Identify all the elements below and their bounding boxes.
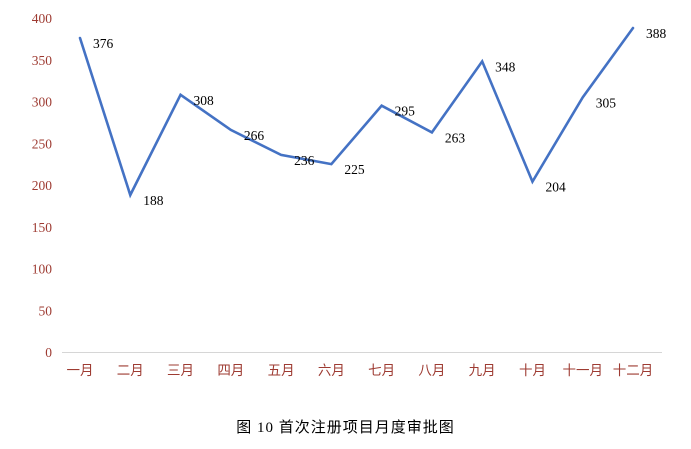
x-axis-category-label: 六月 <box>318 363 345 378</box>
x-axis-category-label: 七月 <box>368 363 395 378</box>
y-axis-tick-label: 50 <box>39 303 53 318</box>
data-point-label: 308 <box>194 93 215 108</box>
data-point-label: 263 <box>445 130 466 145</box>
y-axis-tick-label: 150 <box>32 220 53 235</box>
x-axis-category-label: 二月 <box>117 363 144 378</box>
data-point-label: 225 <box>344 162 365 177</box>
y-axis-tick-label: 250 <box>32 136 53 151</box>
data-series-line <box>78 26 635 199</box>
y-axis-tick-label: 0 <box>45 345 52 360</box>
monthly-approval-line-chart: 0 50 100 150 200 250 300 350 400 一月 二月 三月 四月 五月 六月 七月 八月… <box>32 11 667 378</box>
x-axis-category-label: 八月 <box>418 363 445 378</box>
data-point-label: 376 <box>93 36 114 51</box>
data-point-label: 188 <box>143 193 164 208</box>
x-axis-category-label: 四月 <box>217 363 244 378</box>
x-axis-category-label: 五月 <box>268 363 295 378</box>
chart-caption: 图 10 首次注册项目月度审批图 <box>236 420 455 436</box>
data-point-label: 305 <box>596 95 617 110</box>
y-axis-tick-label: 100 <box>32 262 53 277</box>
y-axis-tick-label: 400 <box>32 11 53 26</box>
x-axis-category-label: 十月 <box>519 363 546 378</box>
data-point-label: 295 <box>395 104 416 119</box>
x-axis-category-label: 一月 <box>67 363 94 378</box>
data-point-label: 348 <box>495 59 516 74</box>
x-axis-category-label: 九月 <box>469 363 496 378</box>
data-point-label: 204 <box>545 180 566 195</box>
data-point-label: 266 <box>244 128 265 143</box>
y-axis-tick-label: 350 <box>32 53 53 68</box>
x-axis-category-label: 三月 <box>167 363 194 378</box>
x-axis-category-label: 十一月 <box>562 363 603 378</box>
x-axis-category-label: 十二月 <box>613 363 654 378</box>
data-point-label: 388 <box>646 26 667 41</box>
y-axis-tick-label: 200 <box>32 178 53 193</box>
y-axis-tick-label: 300 <box>32 95 53 110</box>
data-point-label: 236 <box>294 153 315 168</box>
